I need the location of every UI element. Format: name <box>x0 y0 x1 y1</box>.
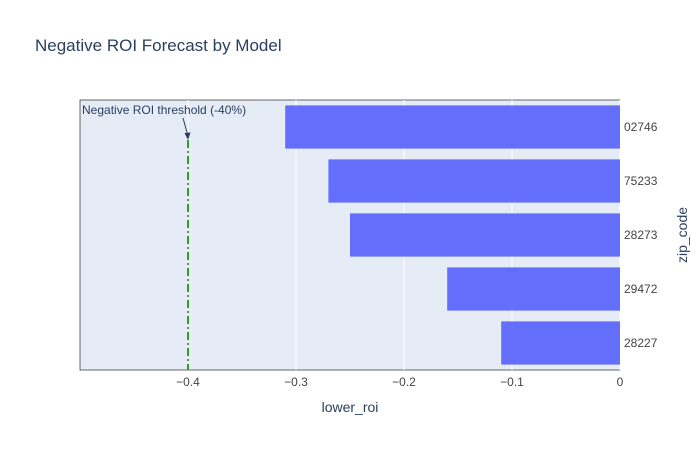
x-tick-label: −0.2 <box>392 375 416 389</box>
bar-75233 <box>328 159 620 203</box>
bar-28273 <box>350 213 620 257</box>
x-tick-label: −0.3 <box>284 375 308 389</box>
y-tick-label: 28273 <box>624 228 658 242</box>
y-tick-label: 02746 <box>624 120 658 134</box>
x-tick-label: −0.4 <box>176 375 200 389</box>
y-tick-label: 28227 <box>624 336 658 350</box>
bar-series <box>285 105 620 365</box>
threshold-marker: Negative ROI threshold (-40%) <box>82 103 246 370</box>
threshold-annotation: Negative ROI threshold (-40%) <box>82 103 246 117</box>
y-tick-labels: 02746 75233 28273 29472 28227 <box>624 120 658 350</box>
bar-28227 <box>501 321 620 365</box>
y-tick-label: 75233 <box>624 174 658 188</box>
y-tick-label: 29472 <box>624 282 658 296</box>
x-tick-label: −0.1 <box>500 375 524 389</box>
x-tick-labels: −0.4 −0.3 −0.2 −0.1 0 <box>176 375 624 389</box>
annotation-arrowhead <box>184 132 191 140</box>
y-axis-title: zip_code <box>674 207 690 263</box>
bar-29472 <box>447 267 620 311</box>
bar-02746 <box>285 105 620 149</box>
chart-title: Negative ROI Forecast by Model <box>35 36 282 55</box>
x-axis-title: lower_roi <box>322 399 379 415</box>
x-tick-label: 0 <box>617 375 624 389</box>
